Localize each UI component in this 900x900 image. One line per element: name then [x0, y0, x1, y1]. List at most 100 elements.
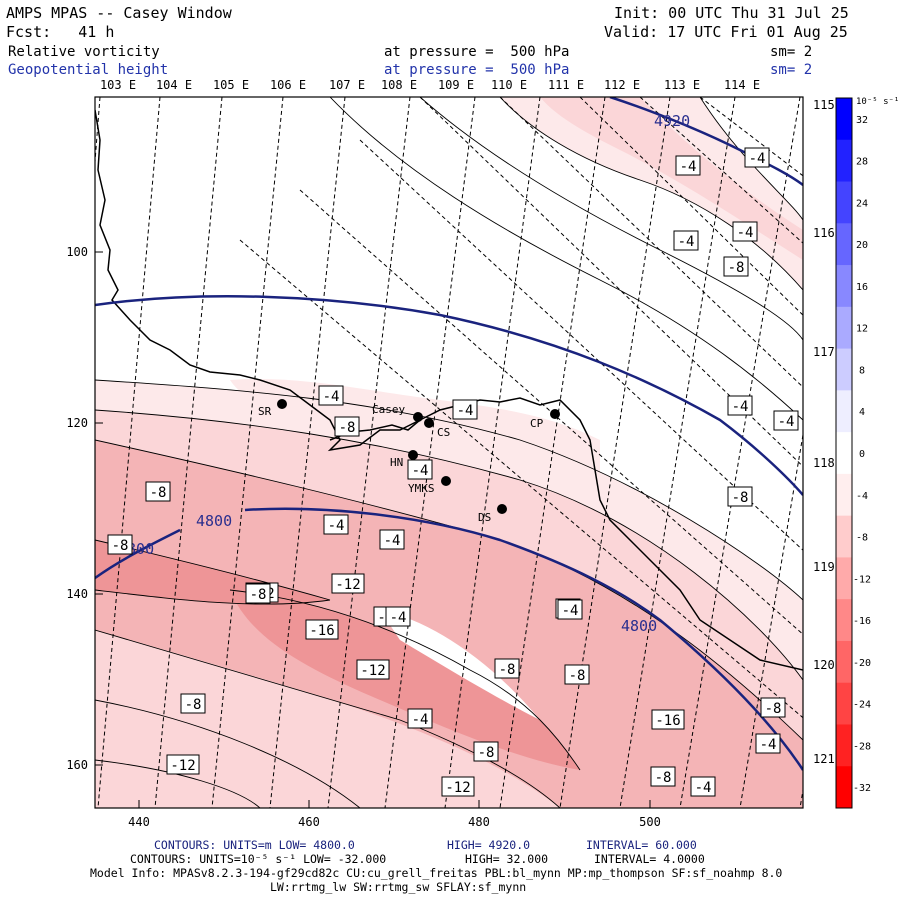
top-lon-label: 112 E — [604, 78, 640, 92]
field2-smoothing: sm= 2 — [770, 62, 813, 78]
colorbar-segment — [836, 432, 852, 475]
colorbar-level-label: 8 — [859, 365, 865, 376]
vorticity-shading — [95, 97, 803, 808]
colorbar-segment — [836, 139, 852, 183]
valid-time: Valid: 17 UTC Fri 01 Aug 25 — [604, 23, 848, 41]
colorbar-level-label: -4 — [856, 491, 868, 502]
colorbar-level-label: 0 — [859, 449, 865, 460]
height-contour-interval: INTERVAL= 60.000 — [586, 838, 697, 852]
vorticity-label-box — [744, 147, 770, 168]
bottom-tick-label: 440 — [128, 815, 150, 829]
height-contour-label: 4920 — [654, 112, 690, 130]
vorticity-label-box — [166, 754, 200, 775]
vorticity-contours — [95, 97, 803, 808]
field2-pressure: at pressure = 500 hPa — [384, 62, 570, 78]
vorticity-label-box — [323, 514, 349, 535]
geopotential-height-contours — [95, 97, 803, 771]
vorticity-label-box — [723, 256, 749, 277]
colorbar-segment — [836, 724, 852, 767]
vorticity-label-box — [673, 230, 699, 251]
top-lon-label: 105 E — [213, 78, 249, 92]
colorbar-level-label: -24 — [853, 700, 871, 711]
vorticity-contour-label: -4 — [412, 463, 429, 479]
vorticity-label-box — [727, 395, 753, 416]
vorticity-label-box — [318, 385, 344, 406]
vorticity-label-box — [407, 708, 433, 729]
vorticity-label-box — [441, 776, 475, 797]
colorbar-segment — [836, 306, 852, 350]
colorbar-level-label: -20 — [853, 658, 871, 669]
vorticity-label-box — [107, 534, 133, 555]
vorticity-contour-info: CONTOURS: UNITS=10⁻⁵ s⁻¹ LOW= -32.000 — [130, 852, 387, 866]
vorticity-contour-label: -12 — [445, 780, 470, 796]
vorticity-contour-label: -8 — [250, 587, 267, 603]
vorticity-label-box — [564, 664, 590, 685]
vorticity-contour-label: -4 — [778, 414, 795, 430]
vorticity-contour-label: -8 — [339, 420, 356, 436]
height-contour-label: 4800 — [196, 512, 232, 530]
vorticity-contour-label: -8 — [478, 745, 495, 761]
colorbar-level-label: 20 — [856, 240, 868, 251]
top-lon-label: 104 E — [156, 78, 192, 92]
colorbar-segment — [836, 473, 852, 517]
bottom-tick-label: 480 — [468, 815, 490, 829]
vorticity-contour-label: -4 — [678, 234, 695, 250]
vorticity-labels: -4 -4 -4 -4 -8 -4 -4 -4 -8 -4 -4 -8 -8 -8 -4 -4 -12 -12 -8… — [107, 147, 799, 797]
vorticity-contour-label: -4 — [390, 610, 407, 626]
vorticity-contour-label: -4 — [695, 780, 712, 796]
vorticity-label-box — [494, 658, 520, 679]
colorbar-segment — [836, 98, 852, 141]
vorticity-contour-high: HIGH= 32.000 — [465, 852, 549, 866]
colorbar-level-label: 16 — [856, 282, 868, 293]
left-tick-label: 100 — [66, 245, 88, 259]
vorticity-label-box — [651, 709, 685, 730]
top-lon-label: 113 E — [664, 78, 700, 92]
vorticity-contour-label: -4 — [732, 399, 749, 415]
vorticity-label-box — [331, 573, 365, 594]
field1-smoothing: sm= 2 — [770, 44, 813, 60]
colorbar-segment — [836, 640, 852, 684]
left-tick-label: 140 — [66, 587, 88, 601]
vorticity-label-box — [145, 481, 171, 502]
vorticity-label-box — [773, 410, 799, 431]
vorticity-contour-label: -8 — [728, 260, 745, 276]
field1-pressure: at pressure = 500 hPa — [384, 44, 570, 60]
vorticity-label-box — [732, 221, 758, 242]
station-markers — [277, 399, 560, 514]
vorticity-contour-label: -12 — [360, 663, 385, 679]
colorbar-segment — [836, 181, 852, 224]
vorticity-label-box — [407, 459, 433, 480]
model-info: Model Info: MPASv8.2.3-194-gf29cd82c CU:… — [90, 866, 783, 880]
field2-name: Geopotential height — [8, 62, 169, 78]
longitude-gridlines — [95, 97, 803, 808]
colorbar-level-label: -8 — [856, 533, 868, 544]
vorticity-label-box — [760, 697, 786, 718]
plot-title: AMPS MPAS -- Casey Window — [6, 4, 232, 22]
vorticity-contour-label: -4 — [737, 225, 754, 241]
colorbar-segment — [836, 599, 852, 642]
top-lon-label: 111 E — [548, 78, 584, 92]
colorbar: 32 28 24 20 16 12 8 4 0 -4 -8 -12 -16 -20 -24 -28 -32 10⁻… — [835, 97, 899, 809]
colorbar-segment — [836, 682, 852, 725]
station-label: DS — [478, 511, 491, 524]
colorbar-level-label: -28 — [853, 741, 871, 752]
vorticity-contour-label: -8 — [765, 701, 782, 717]
vorticity-label-box — [385, 606, 411, 627]
colorbar-segment — [836, 557, 852, 600]
vorticity-contour-label: -4 — [323, 389, 340, 405]
vorticity-contour-label: -12 — [170, 758, 195, 774]
vorticity-label-box — [755, 733, 781, 754]
vorticity-label-box — [245, 583, 271, 604]
vorticity-label-box — [727, 486, 753, 507]
station-label: CS — [437, 426, 450, 439]
vorticity-label-box — [180, 693, 206, 714]
top-lon-label: 109 E — [438, 78, 474, 92]
vorticity-contour-label: -8 — [150, 485, 167, 501]
vorticity-contour-label: -8 — [732, 490, 749, 506]
vorticity-label-box — [305, 619, 339, 640]
top-lon-label: 107 E — [329, 78, 365, 92]
plot-frame — [94, 96, 804, 809]
height-contour-high: HIGH= 4920.0 — [447, 838, 531, 852]
vorticity-label-box — [452, 399, 478, 420]
vorticity-contour-label: -4 — [680, 159, 697, 175]
